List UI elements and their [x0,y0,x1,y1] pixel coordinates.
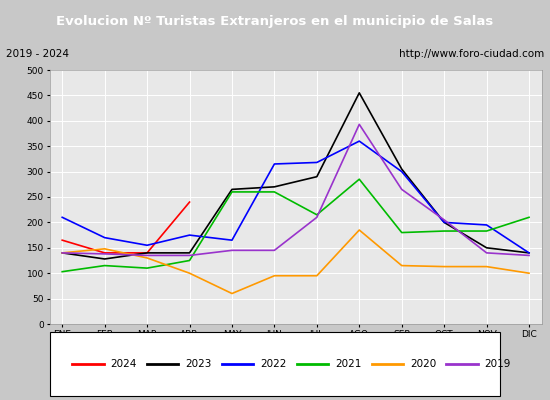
Text: 2020: 2020 [410,359,436,369]
Text: Evolucion Nº Turistas Extranjeros en el municipio de Salas: Evolucion Nº Turistas Extranjeros en el … [56,14,494,28]
FancyBboxPatch shape [50,332,501,396]
Text: http://www.foro-ciudad.com: http://www.foro-ciudad.com [399,49,544,59]
Text: 2021: 2021 [335,359,361,369]
Text: 2019 - 2024: 2019 - 2024 [6,49,69,59]
Text: 2019: 2019 [485,359,511,369]
Text: 2024: 2024 [111,359,137,369]
Text: 2022: 2022 [260,359,287,369]
Text: 2023: 2023 [185,359,212,369]
